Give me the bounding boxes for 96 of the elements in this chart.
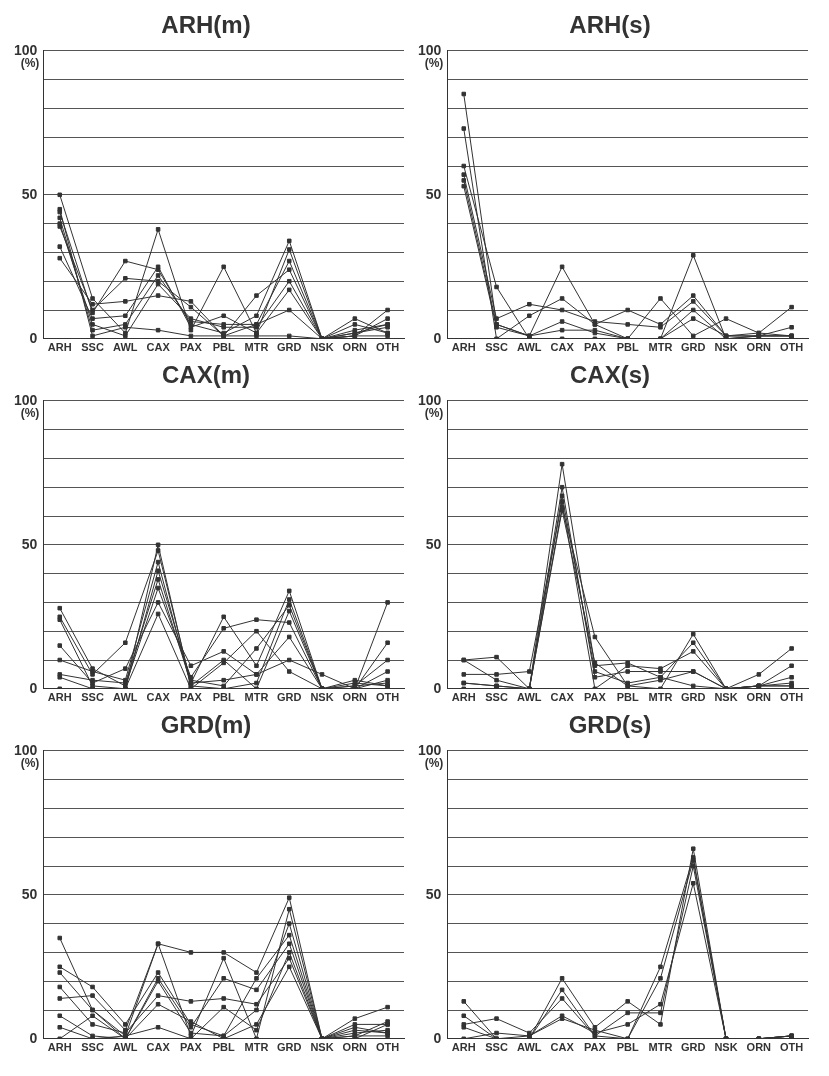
x-tick-label: ARH	[451, 691, 476, 704]
y-tick-label: 50	[425, 535, 442, 552]
y-tick-label: 0	[433, 679, 442, 696]
y-axis-title: (%)	[424, 56, 444, 71]
x-tick-label: CAX	[550, 1041, 575, 1054]
x-tick-label: PAX	[583, 341, 607, 354]
x-tick-label: MTR	[244, 691, 269, 704]
x-tick-label: SSC	[485, 691, 508, 704]
x-tick-label: OTH	[375, 1041, 400, 1054]
y-tick-label: 100	[418, 741, 442, 758]
x-tick-label: AWL	[517, 1041, 542, 1054]
x-tick-label: PBL	[212, 341, 235, 354]
y-tick-label: 100	[14, 741, 38, 758]
chart-title: ARH(s)	[569, 11, 651, 39]
x-tick-label: AWL	[517, 691, 542, 704]
x-tick-label: PBL	[616, 691, 639, 704]
x-tick-label: ORN	[746, 341, 772, 354]
chart-title: GRD(m)	[160, 711, 252, 739]
x-tick-label: GRD	[681, 1041, 706, 1054]
x-tick-label: MTR	[648, 691, 673, 704]
x-tick-label: AWL	[113, 341, 138, 354]
x-tick-label: OTH	[375, 341, 400, 354]
x-tick-label: AWL	[517, 341, 542, 354]
y-tick-label: 50	[425, 185, 442, 202]
x-tick-label: ARH	[451, 341, 476, 354]
x-tick-label: PAX	[179, 691, 203, 704]
y-tick-label: 0	[433, 1029, 442, 1046]
x-tick-label: MTR	[648, 1041, 673, 1054]
x-tick-label: MTR	[244, 341, 269, 354]
x-tick-label: PAX	[583, 691, 607, 704]
y-tick-label: 50	[425, 885, 442, 902]
x-tick-label: MTR	[648, 341, 673, 354]
y-tick-label: 50	[21, 535, 38, 552]
x-tick-label: OTH	[375, 691, 400, 704]
y-axis-title: (%)	[20, 406, 40, 421]
x-tick-label: ARH	[47, 1041, 72, 1054]
x-tick-label: NSK	[310, 1041, 334, 1054]
y-tick-label: 0	[29, 329, 38, 346]
x-tick-label: CAX	[146, 341, 171, 354]
x-tick-label: SSC	[81, 691, 104, 704]
y-tick-label: 0	[29, 679, 38, 696]
x-tick-label: PBL	[212, 691, 235, 704]
y-axis-title: (%)	[424, 406, 444, 421]
x-tick-label: SSC	[485, 341, 508, 354]
x-tick-label: NSK	[310, 691, 334, 704]
x-tick-label: ARH	[47, 341, 72, 354]
x-tick-label: SSC	[81, 341, 104, 354]
x-tick-label: NSK	[714, 691, 738, 704]
chart-title: CAX(m)	[162, 361, 250, 389]
x-tick-label: PAX	[179, 1041, 203, 1054]
y-tick-label: 100	[14, 391, 38, 408]
y-tick-label: 0	[433, 329, 442, 346]
x-tick-label: GRD	[681, 691, 706, 704]
x-tick-label: SSC	[485, 1041, 508, 1054]
x-tick-label: NSK	[714, 1041, 738, 1054]
x-tick-label: ORN	[342, 341, 368, 354]
x-tick-label: AWL	[113, 1041, 138, 1054]
x-tick-label: ORN	[746, 691, 772, 704]
x-tick-label: CAX	[550, 691, 575, 704]
x-tick-label: GRD	[681, 341, 706, 354]
chart-title: GRD(s)	[568, 711, 652, 739]
x-tick-label: OTH	[779, 341, 804, 354]
x-tick-label: ORN	[342, 1041, 368, 1054]
x-tick-label: MTR	[244, 1041, 269, 1054]
x-tick-label: GRD	[277, 341, 302, 354]
chart-title: ARH(m)	[161, 11, 251, 39]
y-tick-label: 100	[418, 391, 442, 408]
x-tick-label: PBL	[616, 1041, 639, 1054]
x-tick-label: GRD	[277, 1041, 302, 1054]
y-tick-label: 100	[14, 41, 38, 58]
y-axis-title: (%)	[424, 756, 444, 771]
x-tick-label: ARH	[451, 1041, 476, 1054]
x-tick-label: ARH	[47, 691, 72, 704]
x-tick-label: NSK	[310, 341, 334, 354]
chart-title: CAX(s)	[569, 361, 651, 389]
y-axis-title: (%)	[20, 756, 40, 771]
y-axis-title: (%)	[20, 56, 40, 71]
y-tick-label: 100	[418, 41, 442, 58]
x-tick-label: PBL	[212, 1041, 235, 1054]
x-tick-label: OTH	[779, 1041, 804, 1054]
x-tick-label: PAX	[583, 1041, 607, 1054]
y-tick-label: 50	[21, 885, 38, 902]
x-tick-label: CAX	[550, 341, 575, 354]
y-tick-label: 0	[29, 1029, 38, 1046]
x-tick-label: CAX	[146, 1041, 171, 1054]
x-tick-label: CAX	[146, 691, 171, 704]
x-tick-label: AWL	[113, 691, 138, 704]
x-tick-label: PBL	[616, 341, 639, 354]
x-tick-label: OTH	[779, 691, 804, 704]
y-tick-label: 50	[21, 185, 38, 202]
x-tick-label: SSC	[81, 1041, 104, 1054]
x-tick-label: NSK	[714, 341, 738, 354]
x-tick-label: ORN	[342, 691, 368, 704]
x-tick-label: GRD	[277, 691, 302, 704]
x-tick-label: PAX	[179, 341, 203, 354]
x-tick-label: ORN	[746, 1041, 772, 1054]
